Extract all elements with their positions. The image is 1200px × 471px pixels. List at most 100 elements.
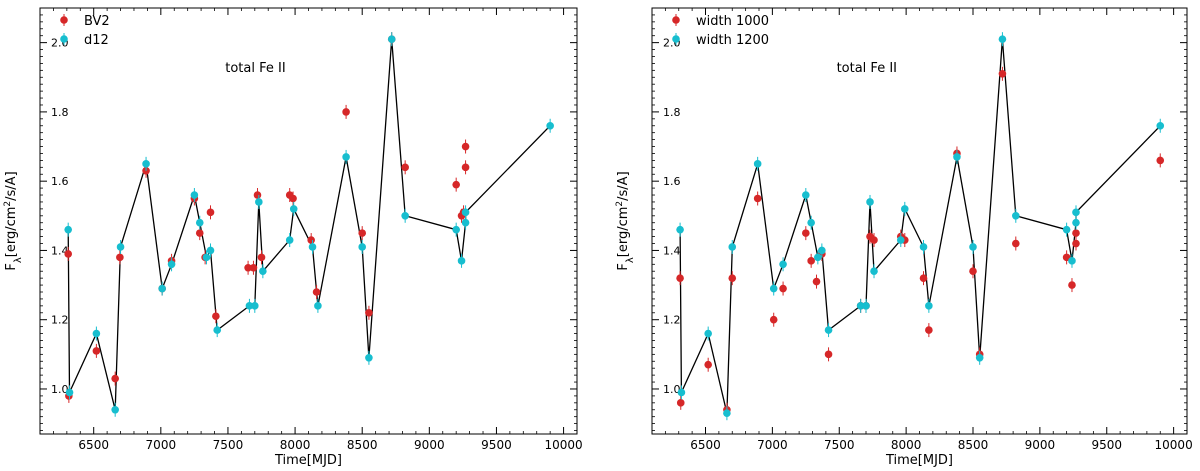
connecting-line	[679, 39, 1161, 414]
data-point	[1068, 281, 1076, 289]
legend-label: d12	[84, 33, 109, 48]
y-tick-label: 1.4	[663, 244, 681, 257]
data-point	[676, 274, 684, 282]
x-tick-label: 8000	[280, 438, 311, 452]
x-tick-label: 7000	[146, 438, 177, 452]
data-point	[728, 274, 737, 282]
data-point	[1012, 239, 1020, 248]
x-tick-label: 9000	[414, 438, 445, 452]
x-tick-label: 9500	[1091, 438, 1122, 452]
data-point	[1156, 156, 1165, 165]
x-tick-label: 6500	[78, 438, 109, 452]
data-point	[856, 302, 865, 310]
data-point	[111, 374, 119, 383]
data-point	[255, 198, 263, 206]
data-point	[919, 243, 928, 251]
legend-label: BV2	[84, 14, 110, 29]
x-tick-label: 7000	[757, 438, 788, 452]
data-point	[896, 236, 905, 244]
data-point	[190, 191, 199, 199]
data-point	[452, 225, 460, 234]
left-chart-panel: 6500 7000 7500 8000 8500 9000 9500 10000 1.0 1.2 1…	[3, 7, 583, 468]
data-point	[818, 246, 826, 255]
data-point	[358, 243, 367, 251]
data-point	[1062, 225, 1071, 234]
y-tick-label: 1.0	[663, 383, 681, 396]
data-point	[824, 350, 833, 359]
legend-label: width 1000	[696, 14, 769, 29]
data-point	[998, 70, 1007, 78]
data-point	[925, 302, 933, 310]
data-point	[975, 354, 984, 362]
data-point	[969, 267, 977, 276]
data-point	[312, 288, 321, 296]
data-point	[202, 253, 211, 262]
data-point	[779, 284, 787, 293]
data-point	[870, 267, 878, 276]
y-tick-label: 1.2	[51, 314, 69, 327]
data-point	[457, 257, 466, 265]
data-point	[677, 388, 686, 397]
data-point	[723, 409, 731, 418]
data-point	[862, 302, 870, 310]
data-point	[245, 302, 254, 310]
data-point	[452, 180, 460, 189]
data-point	[92, 347, 101, 355]
data-point	[111, 405, 119, 414]
data-point	[64, 225, 72, 234]
data-point	[461, 208, 470, 217]
data-point	[167, 260, 176, 269]
data-point	[289, 205, 298, 213]
axes-frame	[651, 7, 1188, 435]
data-point	[546, 121, 554, 130]
data-point	[461, 218, 470, 227]
data-point	[213, 326, 222, 334]
y-axis-label: Fλ[erg/cm2/s/A]	[3, 171, 24, 270]
y-tick-label: 1.2	[663, 314, 681, 327]
data-point	[314, 302, 322, 310]
data-point	[251, 302, 259, 310]
data-point	[802, 229, 810, 237]
data-point	[195, 218, 204, 227]
data-point	[358, 229, 367, 237]
data-point	[158, 284, 166, 293]
data-point	[289, 194, 297, 203]
data-point	[249, 263, 258, 272]
data-point	[92, 329, 101, 338]
x-tick-label: 7500	[824, 438, 855, 452]
data-point	[807, 218, 815, 227]
y-tick-label: 1.0	[51, 383, 69, 396]
x-axis-label: Time[MJD]	[274, 453, 342, 468]
annotation-text: total Fe II	[225, 61, 285, 76]
data-point	[814, 253, 822, 262]
data-point	[919, 274, 928, 282]
x-tick-label: 9000	[1025, 438, 1056, 452]
legend-marker	[60, 35, 68, 43]
data-point	[461, 142, 470, 151]
data-point	[257, 253, 266, 262]
y-tick-label: 1.8	[663, 106, 681, 119]
data-point	[704, 360, 712, 369]
data-point	[900, 205, 909, 213]
data-point	[824, 326, 833, 334]
data-point	[870, 236, 878, 244]
data-point	[1072, 229, 1080, 237]
right-chart-panel: 6500 7000 7500 8000 8500 9000 9500 10000 1.0 1.2 1…	[615, 7, 1193, 468]
data-point	[779, 260, 787, 269]
data-point	[753, 194, 762, 203]
y-tick-label: 1.4	[51, 244, 69, 257]
data-point	[401, 212, 409, 220]
legend-label: width 1200	[696, 33, 769, 48]
data-point	[342, 108, 350, 116]
data-point	[142, 160, 150, 168]
data-point	[769, 315, 778, 324]
data-point	[866, 198, 874, 206]
x-tick-label: 8000	[891, 438, 922, 452]
data-point	[1072, 239, 1080, 248]
x-tick-label: 10000	[1155, 438, 1193, 452]
data-point	[969, 243, 977, 251]
data-point	[704, 329, 712, 338]
data-point	[365, 308, 373, 317]
x-tick-label: 8500	[958, 438, 989, 452]
